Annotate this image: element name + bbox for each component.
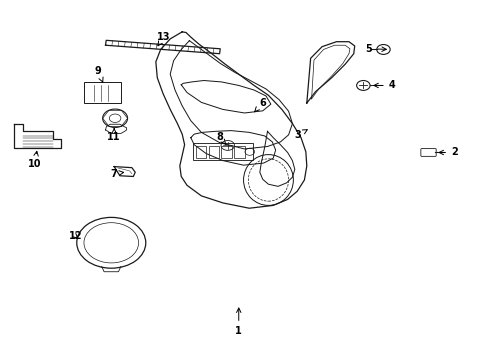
Bar bbox=[195, 146, 206, 158]
Bar bbox=[221, 146, 232, 158]
Text: 3: 3 bbox=[294, 130, 306, 140]
Bar bbox=[234, 146, 244, 158]
Bar bbox=[208, 146, 219, 158]
Text: 1: 1 bbox=[235, 308, 242, 336]
Text: 10: 10 bbox=[28, 151, 41, 169]
Text: 2: 2 bbox=[438, 148, 457, 157]
Text: 13: 13 bbox=[157, 32, 170, 46]
Text: 7: 7 bbox=[111, 168, 123, 179]
Text: 12: 12 bbox=[69, 231, 82, 242]
Text: 6: 6 bbox=[254, 98, 265, 112]
Bar bbox=[192, 143, 252, 160]
Text: 4: 4 bbox=[373, 80, 395, 90]
Text: 5: 5 bbox=[365, 44, 386, 54]
Text: 11: 11 bbox=[107, 129, 121, 142]
Text: 9: 9 bbox=[95, 66, 103, 82]
Text: 8: 8 bbox=[216, 132, 225, 144]
